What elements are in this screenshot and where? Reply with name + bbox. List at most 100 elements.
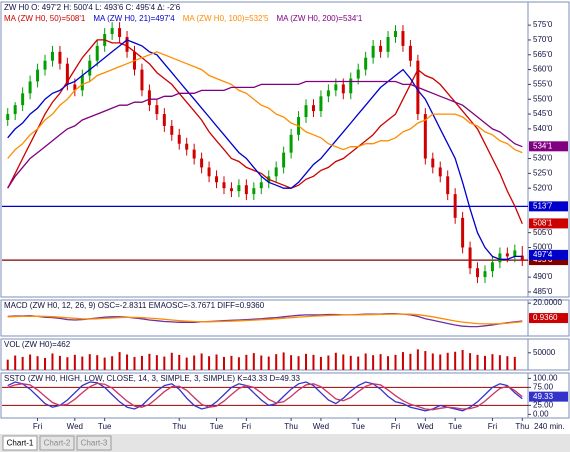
candle-body [311, 105, 315, 112]
volume-bar [476, 354, 479, 370]
candle-body [349, 78, 353, 94]
legend-entry: MA (ZW H0, 200)=534'1 [276, 14, 362, 23]
tab-background [2, 435, 38, 451]
candle-body [490, 262, 494, 272]
candle-body [356, 69, 360, 79]
volume-bar [327, 355, 330, 370]
tab[interactable]: Chart-1 [2, 435, 38, 451]
price-flag-label: 508'1 [533, 219, 553, 228]
candle-body [95, 45, 99, 61]
x-tick-label: Fri [391, 422, 401, 431]
candle-body [274, 167, 278, 177]
volume-bar [454, 351, 457, 370]
y-tick-label: 75.00 [533, 383, 554, 392]
candle-body [431, 158, 435, 168]
panel-title: SSTO (ZW H0, HIGH, LOW, CLOSE, 14, 3, SI… [4, 374, 301, 383]
volume-bar [222, 356, 225, 370]
y-tick-label: 505'0 [533, 228, 553, 237]
y-tick-label: 485'0 [533, 287, 553, 296]
volume-bar [297, 356, 300, 370]
candle-body [28, 81, 32, 94]
panel-title: VOL (ZW H0)=462 [4, 340, 71, 349]
candle-body [259, 182, 263, 189]
candle-body [155, 105, 159, 115]
candle-body [36, 69, 40, 82]
price-flag-label: 0.9360 [533, 313, 558, 322]
tab-label: Chart-1 [7, 439, 34, 448]
y-tick-label: 570'0 [533, 35, 553, 44]
candle-body [237, 185, 241, 192]
candle-body [65, 63, 69, 85]
x-tick-label: Wed [417, 422, 433, 431]
volume-bar [185, 357, 188, 370]
candle-body [453, 194, 457, 218]
y-tick-label: 500'0 [533, 243, 553, 252]
tab[interactable]: Chart-2 [39, 435, 75, 451]
candle-body [326, 90, 330, 97]
candle-body [334, 84, 338, 91]
candle-body [140, 69, 144, 91]
panel-frame [0, 1, 570, 298]
candle-body [401, 31, 405, 46]
y-tick-label: 530'0 [533, 154, 553, 163]
candle-body [289, 134, 293, 153]
volume-bar [215, 354, 218, 370]
candle-body [222, 182, 226, 189]
candle-body [125, 36, 129, 52]
tab-background [76, 435, 112, 451]
candle-body [476, 268, 480, 278]
volume-bar [66, 357, 69, 370]
volume-bar [51, 353, 54, 370]
series-line [7, 51, 523, 159]
series-line [7, 313, 523, 325]
volume-bar [208, 356, 211, 370]
candle-body [13, 105, 17, 115]
y-tick-label: 565'0 [533, 50, 553, 59]
candle-body [498, 253, 502, 263]
volume-bar [416, 349, 419, 370]
volume-bar [81, 356, 84, 370]
volume-bar [193, 355, 196, 370]
volume-bar [282, 352, 285, 370]
candle-body [147, 90, 151, 106]
x-tick-label: Tue [98, 422, 112, 431]
volume-bar [498, 355, 501, 370]
price-flag-label: 534'1 [533, 141, 553, 150]
volume-bar [21, 356, 24, 370]
x-tick-label: Wed [313, 422, 329, 431]
x-tick-label: Thu [172, 422, 186, 431]
candle-body [341, 84, 345, 94]
candle-body [379, 45, 383, 52]
volume-bar [118, 352, 121, 370]
tab-background [39, 435, 75, 451]
volume-bar [58, 355, 61, 370]
series-line [7, 381, 523, 412]
price-flag-label: 513'7 [533, 201, 553, 210]
volume-bar [446, 352, 449, 370]
tab[interactable]: Chart-3 [76, 435, 112, 451]
y-tick-label: 0.00 [533, 410, 549, 419]
volume-bar [103, 357, 106, 370]
price-flag [529, 313, 568, 324]
volume-bar [245, 354, 248, 370]
x-tick-label: Fri [242, 422, 252, 431]
candle-body [192, 149, 196, 159]
candle-body [80, 75, 84, 91]
price-flag-label: 49.33 [533, 392, 554, 401]
volume-bar [73, 354, 76, 370]
candle-body [207, 167, 211, 177]
price-flag [529, 255, 568, 266]
candle-body [170, 125, 174, 135]
candle-body [408, 45, 412, 61]
y-tick-label: 560'0 [533, 65, 553, 74]
candle-body [505, 253, 509, 257]
legend-entry: MA (ZW H0, 50)=508'1 [4, 14, 86, 23]
y-tick-label: 100.00 [533, 374, 558, 383]
tab-label: Chart-3 [81, 439, 108, 448]
candle-body [21, 93, 25, 106]
candle-body [394, 31, 397, 37]
candle-body [371, 45, 375, 58]
candle-body [229, 188, 233, 192]
candle-body [244, 185, 248, 195]
volume-bar [252, 353, 255, 370]
